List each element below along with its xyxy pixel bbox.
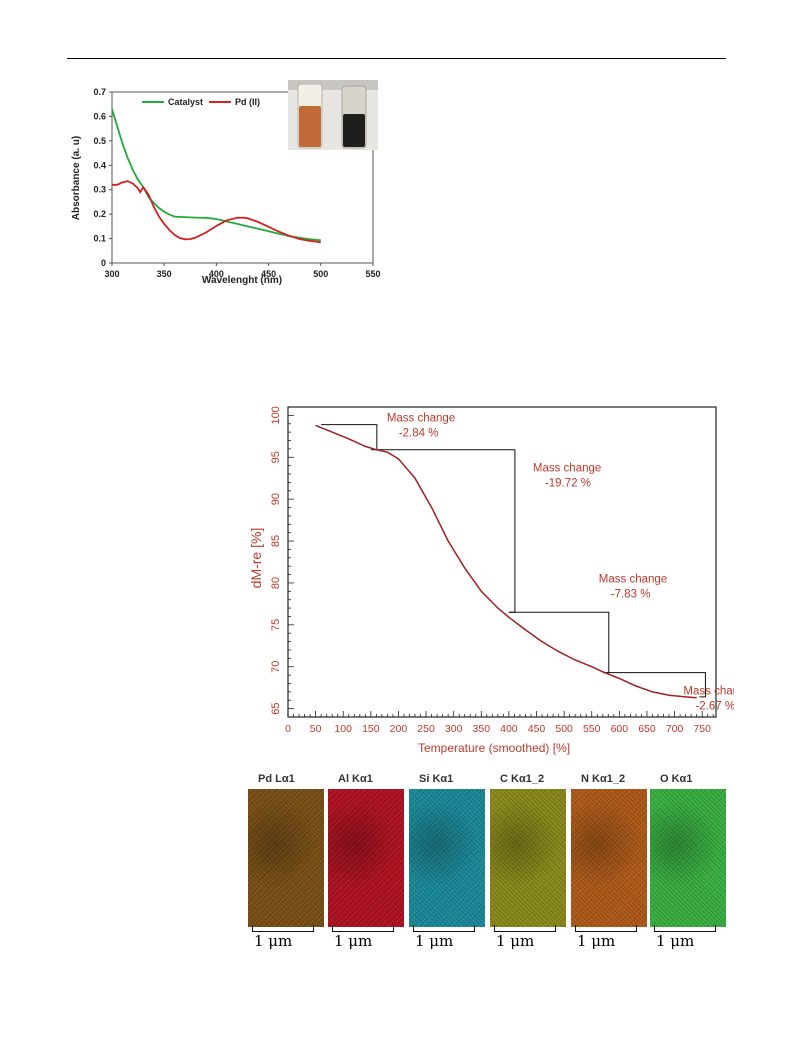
scale-bar-label: 1 μm xyxy=(334,932,373,950)
scale-bar-label: 1 μm xyxy=(496,932,535,950)
mass-change-bracket xyxy=(376,449,516,613)
edx-map-panel xyxy=(328,789,404,927)
tga-x-tick-label: 450 xyxy=(528,723,546,735)
uv-x-tick-label: 450 xyxy=(261,269,276,279)
scale-bar xyxy=(252,925,314,932)
mass-change-bracket xyxy=(321,424,378,451)
tga-x-tick-label: 350 xyxy=(473,723,491,735)
edx-maps-figure: Pd Lα1 1 μm Al Kα1 1 μm Si Kα1 1 μm C Kα1_2 1 μ… xyxy=(242,773,732,960)
tga-y-tick-label: 80 xyxy=(270,577,282,589)
scale-bar xyxy=(413,925,475,932)
uv-x-tick-label: 350 xyxy=(157,269,172,279)
mass-change-value: -2.67 % xyxy=(695,701,734,713)
vial-photo-inset xyxy=(288,76,378,150)
uv-plot-frame xyxy=(111,91,374,264)
tga-figure: 0 50 100 150 200 250 300 350 400 450 500 550 600 650 7… xyxy=(234,398,752,760)
mass-change-value: -7.83 % xyxy=(611,588,651,600)
tga-y-tick-label: 95 xyxy=(270,451,282,463)
tga-y-tick-label: 90 xyxy=(270,493,282,505)
tga-x-tick-label: 650 xyxy=(638,723,656,735)
uv-vis-chart: 300 350 400 450 500 550 0 0.1 0.2 0.3 0.4 0.5 0.6 0.7… xyxy=(71,76,381,286)
uv-y-tick-label: 0.1 xyxy=(93,234,106,244)
edx-map-panel xyxy=(571,789,647,927)
uv-legend-label: Catalyst xyxy=(168,97,203,107)
scale-bar xyxy=(654,925,716,932)
edx-map-title: Pd Lα1 xyxy=(258,773,295,785)
mass-change-bracket xyxy=(602,672,706,698)
scale-bar xyxy=(575,925,637,932)
mass-change-label: Mass change xyxy=(599,573,667,585)
uv-y-tick-label: 0.2 xyxy=(93,209,106,219)
edx-map-title: O Kα1 xyxy=(660,773,693,785)
edx-map-panel xyxy=(248,789,324,927)
uv-x-tick-label: 400 xyxy=(209,269,224,279)
page-header-rule xyxy=(67,58,726,59)
uv-series-line-catalyst xyxy=(111,108,321,242)
uv-y-tick-label: 0.4 xyxy=(93,160,106,170)
tga-chart: 0 50 100 150 200 250 300 350 400 450 500 550 600 650 7… xyxy=(248,406,752,755)
uv-y-tick-label: 0.5 xyxy=(93,136,106,146)
tga-y-axis-label: dM-re [%] xyxy=(248,528,264,589)
scale-bar-label: 1 μm xyxy=(577,932,616,950)
edx-map-panel xyxy=(409,789,485,927)
tga-x-tick-label: 150 xyxy=(362,723,380,735)
uv-y-tick-label: 0 xyxy=(101,258,106,268)
tga-x-tick-label: 600 xyxy=(611,723,629,735)
tga-x-tick-label: 750 xyxy=(693,723,711,735)
scale-bar xyxy=(332,925,394,932)
mass-change-value: -19.72 % xyxy=(545,478,591,490)
tga-x-tick-label: 200 xyxy=(390,723,408,735)
uv-y-tick-label: 0.7 xyxy=(93,87,106,97)
uv-y-tick-label: 0.6 xyxy=(93,111,106,121)
uv-y-tick-label: 0.3 xyxy=(93,185,106,195)
tga-y-tick-label: 70 xyxy=(270,661,282,673)
tga-x-tick-label: 500 xyxy=(555,723,573,735)
mass-change-label: Mass change xyxy=(387,413,455,425)
mass-change-bracket xyxy=(508,611,610,674)
tga-plot-frame xyxy=(287,406,717,718)
tga-x-axis-label: Temperature (smoothed) [%] xyxy=(418,741,570,755)
uv-legend-label: Pd (II) xyxy=(235,97,260,107)
tga-x-tick-label: 550 xyxy=(583,723,601,735)
edx-map-title: C Kα1_2 xyxy=(500,773,545,785)
tga-y-tick-label: 85 xyxy=(270,535,282,547)
uv-legend: Catalyst Pd (II) xyxy=(142,97,260,107)
uv-series-line-pd-ii xyxy=(112,180,321,244)
edx-map-title: N Kα1_2 xyxy=(581,773,626,785)
tga-y-tick-label: 75 xyxy=(270,619,282,631)
tga-x-tick-label: 100 xyxy=(334,723,352,735)
edx-map-title: Al Kα1 xyxy=(338,773,373,785)
tga-mass-curve xyxy=(315,424,697,699)
edx-map-title: Si Kα1 xyxy=(419,773,454,785)
uv-x-tick-label: 500 xyxy=(313,269,328,279)
uv-x-tick-label: 550 xyxy=(365,269,380,279)
uv-vis-figure: 300 350 400 450 500 550 0 0.1 0.2 0.3 0.4 0.5 0.6 0.7… xyxy=(64,76,384,292)
scale-bar-label: 1 μm xyxy=(656,932,695,950)
uv-y-axis-label: Absorbance (a. u) xyxy=(71,136,82,220)
scale-bar-label: 1 μm xyxy=(254,932,293,950)
tga-x-tick-label: 300 xyxy=(445,723,463,735)
mass-change-label: Mass change xyxy=(683,686,734,698)
tga-x-tick-label: 400 xyxy=(500,723,518,735)
tga-x-tick-label: 250 xyxy=(417,723,435,735)
edx-map-panel xyxy=(650,789,726,927)
mass-change-value: -2.84 % xyxy=(399,428,439,440)
edx-map-panel xyxy=(490,789,566,927)
tga-y-tick-label: 100 xyxy=(270,406,282,424)
uv-x-tick-label: 300 xyxy=(104,269,119,279)
scale-bar xyxy=(494,925,556,932)
scale-bar-label: 1 μm xyxy=(415,932,454,950)
mass-change-label: Mass change xyxy=(533,463,601,475)
tga-x-tick-label: 0 xyxy=(285,723,291,735)
tga-x-tick-label: 700 xyxy=(666,723,684,735)
uv-x-axis-label: Wavelenght (nm) xyxy=(202,275,282,286)
tga-x-tick-label: 50 xyxy=(310,723,322,735)
tga-y-tick-label: 65 xyxy=(270,702,282,714)
